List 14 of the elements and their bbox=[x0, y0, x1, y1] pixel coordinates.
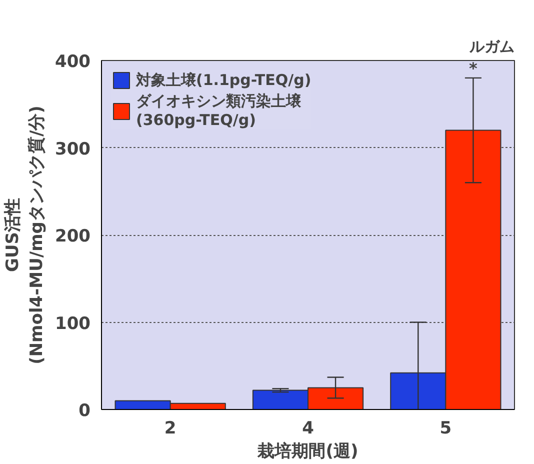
x-axis-title: 栽培期間(週) bbox=[256, 442, 358, 462]
y-tick-label: 100 bbox=[55, 314, 91, 334]
y-tick-label: 300 bbox=[55, 139, 91, 160]
x-tick-label: 2 bbox=[164, 418, 176, 438]
legend-label: 対象土壌(1.1pg-TEQ/g) bbox=[136, 70, 312, 90]
x-tick-label: 5 bbox=[440, 418, 452, 438]
text: ルガム bbox=[468, 38, 514, 56]
legend-label: ダイオキシン類汚染土壌 (360pg-TEQ/g) bbox=[136, 92, 301, 129]
y-axis-title: GUS活性 (Nmol4-MU/mgタンパク質/分) bbox=[3, 106, 48, 364]
y-tick-label: 400 bbox=[55, 52, 91, 72]
y-tick-label: 200 bbox=[55, 226, 91, 246]
x-tick-label: 4 bbox=[302, 418, 314, 438]
annotation: * bbox=[469, 58, 478, 78]
y-tick-label: 0 bbox=[78, 401, 91, 421]
